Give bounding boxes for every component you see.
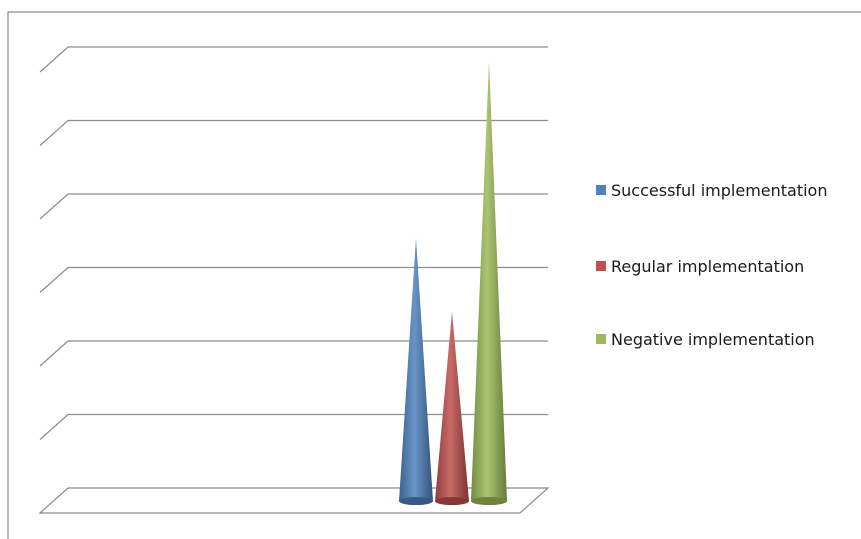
gridline <box>39 119 548 146</box>
cones <box>399 61 507 505</box>
legend: Successful implementation Regular impleme… <box>596 181 827 349</box>
legend-swatch <box>596 185 606 195</box>
gridlines <box>39 46 548 440</box>
legend-label: Negative implementation <box>611 330 815 349</box>
gridline <box>39 193 548 220</box>
cone-successful-implementation <box>399 238 433 505</box>
legend-item: Regular implementation <box>596 257 804 276</box>
legend-item: Negative implementation <box>596 330 815 349</box>
legend-label: Successful implementation <box>611 181 827 200</box>
legend-swatch <box>596 334 606 344</box>
cone-mark <box>435 311 469 505</box>
chart-border <box>7 11 861 539</box>
cone-negative-implementation <box>471 61 507 505</box>
cone-base <box>471 497 507 505</box>
cone-mark <box>399 238 433 505</box>
gridline <box>39 413 548 440</box>
legend-label: Regular implementation <box>611 257 804 276</box>
legend-item: Successful implementation <box>596 181 827 200</box>
legend-swatch <box>596 261 606 271</box>
gridline <box>39 340 548 367</box>
cone-mark <box>471 61 507 505</box>
cone-base <box>399 497 433 505</box>
cone-base <box>435 497 469 505</box>
gridline <box>39 266 548 293</box>
cone-regular-implementation <box>435 311 469 505</box>
gridline <box>39 46 548 73</box>
